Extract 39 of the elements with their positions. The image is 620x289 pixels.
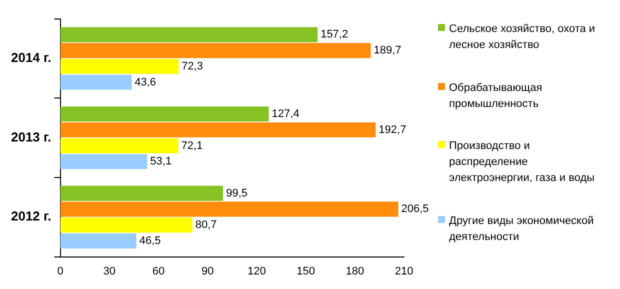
y-tick-label: 2012 г.: [10, 208, 52, 224]
bar: [60, 218, 192, 233]
data-label: 80,7: [195, 219, 217, 232]
bar: [60, 154, 148, 170]
bar: [60, 186, 224, 201]
data-label: 72,1: [181, 140, 203, 152]
bar: [60, 74, 132, 90]
bar: [60, 58, 179, 74]
x-tick-label: 30: [103, 265, 116, 278]
bar: [60, 122, 376, 138]
data-label: 127,4: [272, 108, 300, 120]
legend-label: Другие виды экономической деятельности: [449, 214, 595, 245]
data-label: 206,5: [401, 203, 429, 216]
bar: [60, 138, 178, 154]
x-tick-label: 120: [248, 265, 266, 278]
data-label: 99,5: [226, 187, 248, 200]
data-label: 43,6: [134, 76, 156, 88]
bar: [60, 106, 269, 122]
data-label: 53,1: [150, 156, 172, 168]
bar: [60, 42, 371, 58]
x-tick-label: 150: [296, 265, 315, 278]
data-label: 46,5: [139, 234, 161, 247]
legend-label: Сельское хозяйство, охота и лесное хозяйство: [449, 22, 596, 54]
x-tick-label: 0: [57, 265, 64, 278]
x-tick-label: 60: [152, 265, 165, 278]
y-tick-label: 2013 г.: [10, 129, 52, 144]
legend-label: Обрабатывающая промышленность: [449, 80, 544, 112]
bar: [60, 27, 318, 42]
data-label: 189,7: [374, 44, 402, 57]
x-tick-label: 90: [201, 265, 214, 278]
data-label: 192,7: [378, 124, 406, 136]
bar: [60, 233, 136, 248]
x-tick-label: 180: [346, 265, 364, 278]
data-label: 157,2: [320, 28, 348, 41]
data-label: 72,3: [182, 60, 204, 72]
y-tick-label: 2014 г.: [10, 50, 52, 66]
bar: [60, 202, 398, 217]
legend-label: Производство и распределение электроэнергии, газа и воды: [449, 139, 596, 186]
x-tick-label: 210: [394, 265, 414, 278]
